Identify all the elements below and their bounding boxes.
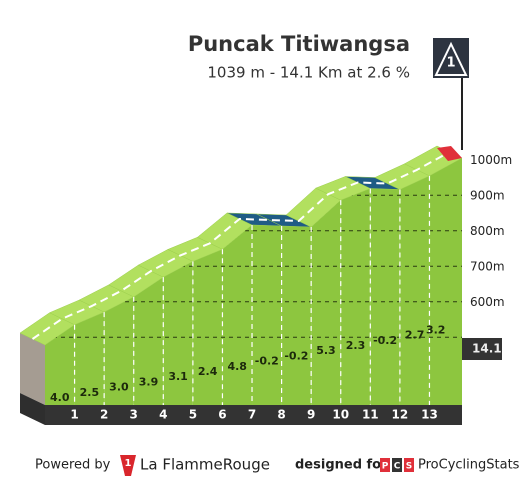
gradient-label: -0.2 bbox=[284, 349, 308, 362]
brand-icon: 1 bbox=[125, 458, 132, 469]
y-tick-label: 700m bbox=[470, 259, 505, 273]
subtitle: 1039 m - 14.1 Km at 2.6 % bbox=[207, 64, 410, 82]
site: ProCyclingStats bbox=[418, 458, 520, 473]
segment-face bbox=[252, 224, 282, 405]
segment-face bbox=[192, 249, 223, 405]
y-tick-label: 600m bbox=[470, 295, 505, 309]
segment-face bbox=[340, 188, 371, 405]
y-tick-label: 800m bbox=[470, 224, 505, 238]
gradient-label: 2.5 bbox=[80, 386, 100, 399]
segment-face bbox=[133, 277, 164, 405]
marker-triangle bbox=[434, 41, 468, 76]
gradient-label: 5.3 bbox=[316, 344, 336, 357]
gradient-label: 2.4 bbox=[198, 365, 218, 378]
base-band bbox=[45, 338, 502, 425]
segment-face bbox=[163, 261, 193, 405]
y-tick-label: 1000m bbox=[470, 153, 512, 167]
powered-by: Powered by bbox=[35, 458, 111, 473]
segment-face bbox=[429, 158, 462, 405]
y-tick-label: 900m bbox=[470, 188, 505, 202]
segment-face bbox=[370, 188, 400, 405]
gradient-label: 2.3 bbox=[346, 339, 366, 352]
marker-label: 1 bbox=[446, 56, 455, 71]
grid bbox=[45, 194, 462, 338]
km-label: 6 bbox=[218, 408, 226, 422]
gradient-label: 4.8 bbox=[227, 360, 247, 373]
km-label: 1 bbox=[70, 408, 78, 422]
road-line bbox=[31, 151, 450, 340]
designed-for: designed for bbox=[295, 458, 388, 473]
segment-face bbox=[311, 200, 341, 405]
segment-face bbox=[399, 175, 430, 405]
segment-face bbox=[74, 312, 105, 405]
gradient-label: 2.7 bbox=[405, 329, 425, 342]
side-band bbox=[20, 393, 45, 425]
segment-face bbox=[45, 324, 75, 405]
km-label: 10 bbox=[332, 408, 349, 422]
brand-logo bbox=[120, 455, 136, 476]
pcs-box bbox=[392, 458, 402, 472]
segment-face bbox=[222, 224, 253, 405]
km-label: 13 bbox=[421, 408, 438, 422]
pcs-letter: P bbox=[382, 462, 389, 472]
gradient-label: 3.0 bbox=[109, 381, 129, 394]
distance-label: 14.1 bbox=[472, 342, 502, 356]
km-label: 5 bbox=[189, 408, 197, 422]
pcs-box bbox=[404, 458, 414, 472]
km-label: 4 bbox=[159, 408, 167, 422]
gradient-label: 3.2 bbox=[426, 323, 446, 336]
pcs-letter: C bbox=[394, 462, 401, 472]
km-label: 9 bbox=[307, 408, 315, 422]
gradient-label: 3.1 bbox=[168, 370, 188, 383]
segment-face bbox=[281, 225, 312, 405]
gradient-label: 4.0 bbox=[50, 391, 70, 404]
pcs-letter: S bbox=[406, 462, 412, 472]
km-label: 3 bbox=[130, 408, 138, 422]
gradient-label: -0.2 bbox=[255, 355, 279, 368]
km-label: 8 bbox=[277, 408, 285, 422]
gradient-label: -0.2 bbox=[373, 334, 397, 347]
km-label: 2 bbox=[100, 408, 108, 422]
km-label: 11 bbox=[362, 408, 379, 422]
km-label: 7 bbox=[248, 408, 256, 422]
km-label: 12 bbox=[392, 408, 409, 422]
summit-cap bbox=[437, 146, 462, 161]
pcs-box bbox=[380, 458, 390, 472]
gradient-label: 3.9 bbox=[139, 375, 159, 388]
brand: La FlammeRouge bbox=[140, 456, 270, 474]
segment-face bbox=[104, 296, 134, 405]
title: Puncak Titiwangsa bbox=[188, 32, 410, 56]
side-wall bbox=[20, 333, 45, 405]
